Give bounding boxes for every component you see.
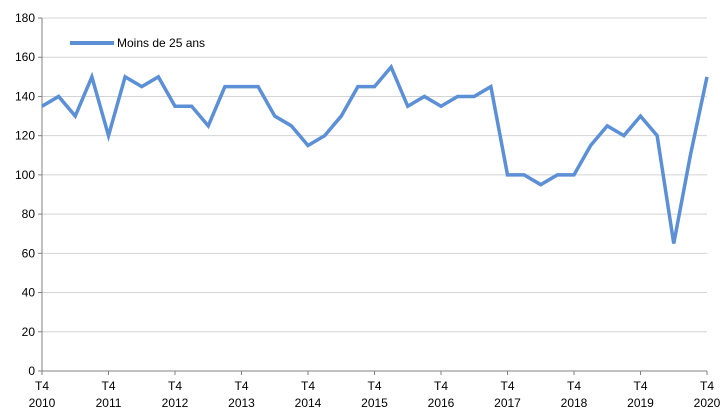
y-tick-label: 60	[22, 246, 36, 260]
y-tick-label: 120	[15, 129, 35, 143]
y-tick-label: 80	[22, 207, 36, 221]
y-tick-label: 40	[22, 286, 36, 300]
x-tick-label-quarter: T4	[633, 379, 647, 393]
x-tick-label-quarter: T4	[101, 379, 115, 393]
x-tick-label-year: 2013	[228, 396, 255, 410]
x-tick-label-year: 2014	[295, 396, 322, 410]
legend-label: Moins de 25 ans	[117, 36, 205, 50]
y-tick-label: 100	[15, 168, 35, 182]
x-tick-label-quarter: T4	[500, 379, 514, 393]
series-group	[41, 63, 709, 244]
series-line	[41, 63, 709, 244]
grid-lines	[42, 17, 707, 333]
x-tick-label-quarter: T4	[234, 379, 248, 393]
x-tick-label-quarter: T4	[168, 379, 182, 393]
x-tick-label-year: 2016	[428, 396, 455, 410]
x-axis: T4 2010 T4 2011 T4 2012 T4 2013 T4 2014 T4 2015 T4 20…	[29, 370, 721, 410]
y-tick-label: 20	[22, 325, 36, 339]
x-tick-label-quarter: T4	[367, 379, 381, 393]
x-tick-label-quarter: T4	[35, 379, 49, 393]
y-tick-label: 140	[15, 89, 35, 103]
x-tick-label-year: 2017	[494, 396, 521, 410]
y-tick-label: 160	[15, 50, 35, 64]
x-tick-label-quarter: T4	[700, 379, 714, 393]
x-tick-label-year: 2015	[361, 396, 388, 410]
x-tick-label-year: 2018	[561, 396, 588, 410]
x-tick-label-year: 2020	[694, 396, 721, 410]
x-tick-label-quarter: T4	[301, 379, 315, 393]
x-tick-label-quarter: T4	[567, 379, 581, 393]
y-tick-label: 180	[15, 11, 35, 25]
x-tick-label-year: 2019	[627, 396, 654, 410]
x-tick-label-quarter: T4	[434, 379, 448, 393]
y-tick-label: 0	[28, 364, 35, 378]
x-tick-label-year: 2010	[29, 396, 56, 410]
legend: Moins de 25 ans	[70, 36, 205, 50]
x-tick-label-year: 2011	[96, 396, 122, 410]
x-tick-label-year: 2012	[162, 396, 189, 410]
y-axis: 0 20 40 60 80 100 120 140 160 180	[15, 11, 43, 378]
